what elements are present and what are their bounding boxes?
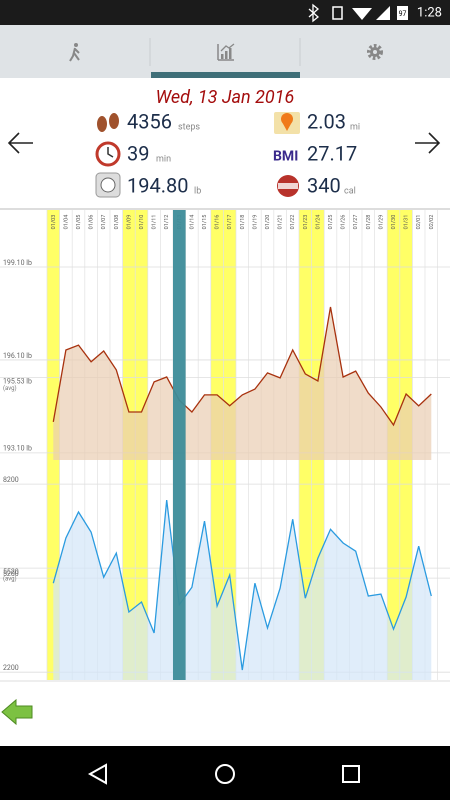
date-label: 01/26 [341,215,347,230]
vibrate-icon [332,6,343,20]
y-tick-label: 5200 [3,570,19,578]
next-day-button[interactable] [415,132,441,154]
date-label: 01/31 [404,215,410,230]
calories-value: 340 [307,173,341,197]
weight-unit: lb [194,186,201,196]
date-label: 01/07 [101,215,107,230]
clock: 1:28 [417,5,442,20]
date-label: 01/21 [278,215,284,230]
calories-icon [277,175,299,197]
y-tick-label: 8200 [3,476,19,484]
weight-value: 194.80 [127,173,188,197]
wifi-icon [352,8,372,20]
duration-unit: min [156,154,171,164]
charts: 01/03 01/04 01/05 01/06 01/07 01/08 01/09 01/10… [0,210,450,680]
status-bar [0,0,450,25]
date-label: 01/20 [265,215,271,230]
nav-home[interactable] [215,764,235,784]
data-line [52,500,432,671]
duration-value: 39 [127,141,149,165]
date-label: 01/18 [240,215,246,230]
date-label: 01/09 [126,215,132,230]
bmi-label: BMI [273,149,298,165]
prev-day-button[interactable] [7,132,33,154]
back-button[interactable] [1,698,33,726]
bmi-value: 27.17 [307,141,357,165]
date-label: 01/08 [114,215,120,230]
y-tick-label: 195.53 lb [3,377,32,385]
y-tick-sublabel: (avg) [3,576,17,583]
y-tick-label: 196.10 lb [3,352,32,360]
steps-value: 4356 [127,109,172,133]
battery-level: 97 [399,10,407,18]
date-label: 01/06 [89,215,95,230]
data-line [52,306,432,427]
chart-tab[interactable] [217,43,235,61]
calories-unit: cal [344,186,356,196]
date-label: 01/29 [378,215,384,230]
nav-bar [0,746,450,800]
date-label: 01/27 [353,215,359,230]
date-label: 02/02 [429,215,435,230]
date-label: 01/11 [152,215,158,230]
date-label: 01/25 [328,215,334,230]
date-label: 01/03 [51,215,57,230]
bluetooth-icon [308,3,320,23]
y-tick-label: 199.10 lb [3,259,32,267]
date-label: 01/16 [215,215,221,230]
date-label: 02/01 [416,215,422,230]
y-tick-label: 193.10 lb [3,445,32,453]
tab-indicator [151,72,300,78]
date-label: 01/14 [189,215,195,230]
date-label: 01/15 [202,215,208,230]
date-label: 01/12 [164,215,170,230]
duration-icon [95,141,121,167]
date-label: 01/28 [366,215,372,230]
steps-unit: steps [178,122,200,132]
distance-icon [274,112,300,134]
date-label: 01/04 [63,215,69,230]
signal-icon [376,6,390,20]
steps-icon [97,113,119,132]
date-label: 01/19 [252,215,258,230]
distance-value: 2.03 [307,109,346,133]
date-label: 01/17 [227,215,233,230]
date: Wed, 13 Jan 2016 [156,87,295,108]
date-label: 01/05 [76,215,82,230]
date-label: 01/23 [303,215,309,230]
settings-tab[interactable] [367,44,383,60]
date-label: 01/24 [315,215,321,230]
y-tick-label: 2200 [3,664,19,672]
walk-tab[interactable] [69,43,80,62]
area-fill [53,500,432,680]
selected-column [173,210,186,680]
y-tick-label: 5520 [3,568,19,576]
date-label: 01/22 [290,215,296,230]
y-tick-sublabel: (avg) [3,385,17,392]
nav-recents[interactable] [342,765,360,783]
battery-icon [397,6,408,20]
date-label: 01/30 [391,215,397,230]
distance-unit: mi [350,122,360,132]
date-label: 01/10 [139,215,145,230]
weight-icon [95,172,121,198]
nav-back[interactable] [87,763,107,785]
